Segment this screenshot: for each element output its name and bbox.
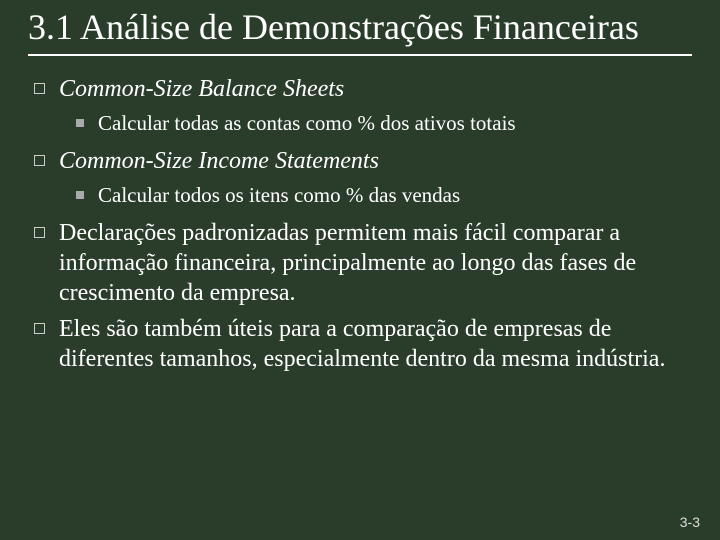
bullet-open-square-icon	[34, 155, 45, 166]
content-area: Common-Size Balance Sheets Calcular toda…	[28, 74, 692, 375]
slide-container: 3.1 Análise de Demonstrações Financeiras…	[0, 0, 720, 540]
bullet-open-square-icon	[34, 323, 45, 334]
list-subitem: Calcular todos os itens como % das venda…	[76, 182, 692, 208]
item-text: Declarações padronizadas permitem mais f…	[59, 218, 692, 308]
item-text: Eles são também úteis para a comparação …	[59, 314, 692, 374]
list-item: Declarações padronizadas permitem mais f…	[34, 218, 692, 308]
list-subitem: Calcular todas as contas como % dos ativ…	[76, 110, 692, 136]
slide-title: 3.1 Análise de Demonstrações Financeiras	[28, 8, 692, 48]
item-text: Common-Size Balance Sheets	[59, 74, 344, 104]
subitem-text: Calcular todas as contas como % dos ativ…	[98, 110, 516, 136]
list-item: Eles são também úteis para a comparação …	[34, 314, 692, 374]
subitem-text: Calcular todos os itens como % das venda…	[98, 182, 460, 208]
bullet-open-square-icon	[34, 83, 45, 94]
list-item: Common-Size Balance Sheets	[34, 74, 692, 104]
bullet-filled-square-icon	[76, 119, 84, 127]
page-number: 3-3	[680, 514, 700, 530]
title-underline	[28, 54, 692, 56]
list-item: Common-Size Income Statements	[34, 146, 692, 176]
bullet-filled-square-icon	[76, 191, 84, 199]
bullet-open-square-icon	[34, 227, 45, 238]
item-text: Common-Size Income Statements	[59, 146, 379, 176]
